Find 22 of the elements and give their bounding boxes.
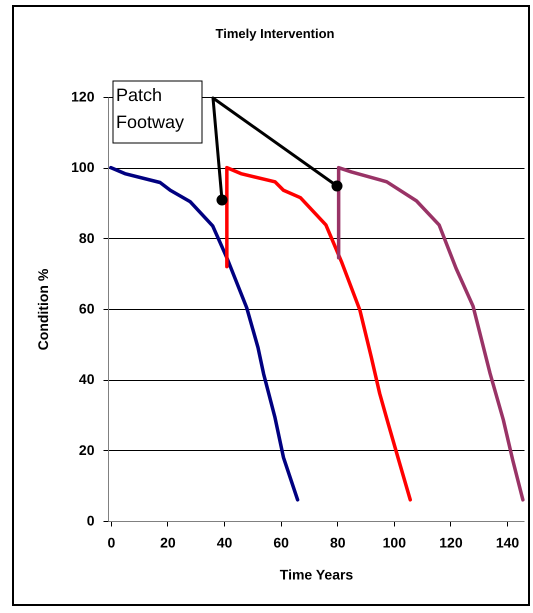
chart-title: Timely Intervention (216, 26, 335, 41)
line-series (109, 166, 300, 502)
line-series (336, 166, 525, 502)
y-tick-label: 20 (78, 442, 95, 458)
x-tick-label: 100 (382, 534, 406, 550)
x-axis-title: Time Years (280, 566, 354, 582)
y-axis-title: Condition % (35, 268, 52, 350)
x-tick-label: 0 (107, 534, 116, 550)
x-tick-label: 20 (160, 534, 176, 550)
x-tick-label: 60 (273, 534, 290, 550)
y-tick-label: 60 (78, 300, 95, 316)
y-tick-label: 80 (78, 230, 95, 246)
x-tick-label: 120 (439, 534, 463, 550)
x-tick-label: 140 (496, 534, 520, 550)
y-tick-label: 100 (71, 159, 95, 176)
line-series (225, 166, 412, 502)
annotation: Patch Footway (116, 85, 184, 132)
x-tick-label: 80 (330, 534, 346, 550)
x-tick-label: 40 (216, 534, 233, 550)
y-tick-label: 120 (71, 88, 95, 104)
y-tick-label: 0 (86, 512, 95, 528)
y-tick-label: 40 (78, 371, 95, 388)
